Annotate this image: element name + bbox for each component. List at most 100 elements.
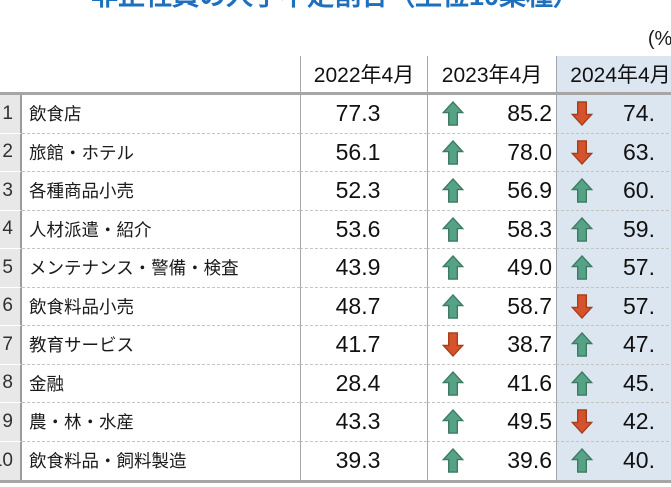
value-2023: 38.7 <box>507 331 552 358</box>
cell-2024: 60. <box>556 172 671 211</box>
table-body: 1 飲食店 77.3 85.2 74. 2 旅館・ホテル 56.1 78.0 <box>0 95 671 480</box>
up-arrow-icon <box>442 448 464 473</box>
up-arrow-icon <box>442 178 464 203</box>
value-2022: 56.1 <box>300 133 427 172</box>
value-2023: 49.0 <box>507 254 552 281</box>
up-arrow-icon <box>571 255 593 280</box>
value-2022: 43.3 <box>300 403 427 442</box>
row-number: 1 <box>0 95 22 134</box>
value-2024: 40. <box>623 447 655 474</box>
up-arrow-icon <box>571 178 593 203</box>
table-row: 9 農・林・水産 43.3 49.5 42. <box>0 403 671 442</box>
row-number: 4 <box>0 210 22 249</box>
value-2022: 39.3 <box>300 441 427 480</box>
industry-label: 飲食店 <box>22 95 300 134</box>
down-arrow-icon <box>571 294 593 319</box>
value-2022: 41.7 <box>300 326 427 365</box>
industry-header-cell <box>22 56 300 92</box>
cell-2023: 58.7 <box>427 287 556 326</box>
table-row: 8 金融 28.4 41.6 45. <box>0 364 671 403</box>
row-number: 6 <box>0 287 22 326</box>
industry-label: 農・林・水産 <box>22 403 300 442</box>
row-number: 2 <box>0 133 22 172</box>
row-number: 9 <box>0 403 22 442</box>
up-arrow-icon <box>442 139 464 165</box>
cell-2024: 59. <box>556 210 671 249</box>
up-arrow-icon <box>442 255 464 280</box>
value-2022: 77.3 <box>300 95 427 134</box>
row-number: 7 <box>0 326 22 365</box>
cell-2023: 58.3 <box>427 210 556 249</box>
down-arrow-icon <box>571 101 593 127</box>
cell-2023: 78.0 <box>427 133 556 172</box>
table-row: 3 各種商品小売 52.3 56.9 60. <box>0 172 671 211</box>
industry-label: 各種商品小売 <box>22 172 300 211</box>
cell-2024: 63. <box>556 133 671 172</box>
industry-label: メンテナンス・警備・検査 <box>22 249 300 288</box>
value-2023: 78.0 <box>507 138 552 165</box>
industry-label: 教育サービス <box>22 326 300 365</box>
up-arrow-icon <box>571 216 593 242</box>
cell-2024: 74. <box>556 95 671 134</box>
up-arrow-icon <box>442 293 464 319</box>
column-header-2024: 2024年4月 <box>556 56 671 92</box>
value-2024: 74. <box>623 100 655 127</box>
up-arrow-icon <box>442 101 464 126</box>
cell-2024: 57. <box>556 249 671 288</box>
header-divider <box>0 92 671 95</box>
unit-label: (%) <box>647 28 671 50</box>
up-arrow-icon <box>571 370 593 396</box>
page-title: 非正社員の人手不足割合（上位10業種） <box>0 0 671 10</box>
table-row: 4 人材派遣・紹介 53.6 58.3 59. <box>0 210 671 249</box>
industry-label: 金融 <box>22 365 300 403</box>
cell-2023: 56.9 <box>427 172 556 211</box>
value-2023: 39.6 <box>507 447 552 474</box>
value-2024: 63. <box>623 138 655 165</box>
value-2024: 42. <box>623 408 655 435</box>
up-arrow-icon <box>571 332 593 357</box>
column-header-2023: 2023年4月 <box>427 56 556 92</box>
value-2023: 58.7 <box>507 292 552 319</box>
header-row: 2022年4月 2023年4月 2024年4月 <box>0 56 671 92</box>
value-2022: 28.4 <box>300 364 427 403</box>
cell-2023: 49.0 <box>427 249 556 288</box>
table-row: 10 飲食料品・飼料製造 39.3 39.6 40. <box>0 441 671 480</box>
cell-2023: 49.5 <box>427 403 556 442</box>
down-arrow-icon <box>442 332 464 358</box>
cell-2023: 41.6 <box>427 364 556 403</box>
row-number: 10 <box>0 441 22 480</box>
row-number: 8 <box>0 364 22 403</box>
table-row: 2 旅館・ホテル 56.1 78.0 63. <box>0 133 671 172</box>
value-2024: 57. <box>623 254 655 281</box>
value-2022: 52.3 <box>300 172 427 211</box>
value-2024: 57. <box>623 292 655 319</box>
table-row: 1 飲食店 77.3 85.2 74. <box>0 95 671 134</box>
table-row: 5 メンテナンス・警備・検査 43.9 49.0 57. <box>0 249 671 288</box>
value-2023: 85.2 <box>507 100 552 127</box>
row-number: 3 <box>0 172 22 211</box>
up-arrow-icon <box>571 448 593 473</box>
value-2024: 59. <box>623 215 655 242</box>
data-table: 2022年4月 2023年4月 2024年4月 1 飲食店 77.3 85.2 … <box>0 56 671 483</box>
column-header-2022: 2022年4月 <box>300 56 427 92</box>
down-arrow-icon <box>571 140 593 165</box>
value-2023: 56.9 <box>507 177 552 204</box>
industry-label: 飲食料品・飼料製造 <box>29 451 187 472</box>
industry-label: 人材派遣・紹介 <box>22 211 300 249</box>
up-arrow-icon <box>442 409 464 434</box>
industry-label: 旅館・ホテル <box>22 134 300 172</box>
value-2022: 48.7 <box>300 287 427 326</box>
corner-cell <box>0 56 22 92</box>
cell-2024: 40. <box>556 441 671 480</box>
cell-2023: 85.2 <box>427 95 556 134</box>
table-row: 7 教育サービス 41.7 38.7 47. <box>0 326 671 365</box>
value-2023: 58.3 <box>507 215 552 242</box>
value-2024: 60. <box>623 177 655 204</box>
up-arrow-icon <box>442 370 464 396</box>
cell-2024: 45. <box>556 364 671 403</box>
table-row: 6 飲食料品小売 48.7 58.7 57. <box>0 287 671 326</box>
cell-2023: 38.7 <box>427 326 556 365</box>
value-2022: 43.9 <box>300 249 427 288</box>
cell-2024: 57. <box>556 287 671 326</box>
